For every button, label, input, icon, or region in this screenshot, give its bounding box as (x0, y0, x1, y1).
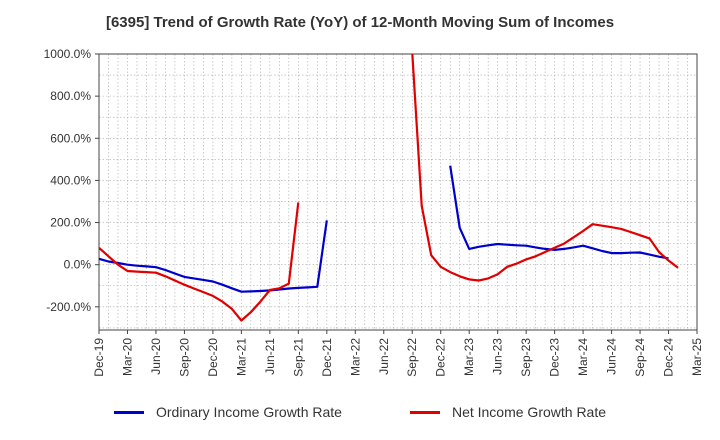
x-tick-label: Mar-21 (234, 338, 248, 376)
legend-swatch-net (409, 410, 440, 414)
x-tick-label: Dec-23 (548, 338, 562, 377)
y-tick-label: 1000.0% (44, 47, 92, 61)
chart-title: [6395] Trend of Growth Rate (YoY) of 12-… (105, 14, 615, 31)
y-tick-label: 400.0% (50, 173, 91, 187)
x-tick-label: Dec-21 (320, 338, 334, 377)
x-tick-label: Sep-24 (633, 338, 647, 377)
plot-frame (98, 53, 698, 331)
x-tick-label: Mar-20 (120, 338, 134, 376)
x-tick-label: Jun-22 (377, 338, 391, 375)
x-tick-label: Jun-24 (605, 338, 619, 375)
grid-lines (98, 53, 698, 330)
x-tick-label: Sep-23 (519, 338, 533, 377)
x-tick-label: Jun-23 (491, 338, 505, 375)
x-tick-label: Dec-22 (434, 338, 448, 377)
x-tick-label: Dec-19 (92, 338, 106, 377)
legend-label-ordinary: Ordinary Income Growth Rate (155, 404, 342, 420)
y-tick-label: 800.0% (50, 89, 91, 103)
x-tick-label: Jun-21 (263, 338, 277, 375)
y-tick-label: 0.0% (64, 258, 92, 272)
legend: Ordinary Income Growth Rate Net Income G… (0, 404, 720, 420)
y-tick-label: -200.0% (46, 300, 91, 314)
x-tick-label: Mar-24 (576, 338, 590, 376)
x-tick-label: Mar-25 (690, 338, 704, 376)
x-tick-label: Sep-20 (177, 338, 191, 377)
x-tick-label: Mar-22 (348, 338, 362, 376)
y-tick-label: 600.0% (50, 131, 91, 145)
legend-item-ordinary: Ordinary Income Growth Rate (113, 404, 342, 420)
x-tick-label: Sep-21 (291, 338, 305, 377)
x-tick-label: Jun-20 (149, 338, 163, 375)
series-line-ordinary-income (99, 220, 328, 293)
x-tick-label: Mar-23 (462, 338, 476, 376)
legend-swatch-ordinary (113, 410, 144, 414)
x-tick-label: Dec-20 (206, 338, 220, 377)
y-tick-label: 200.0% (50, 216, 91, 230)
series-line-net-income (99, 202, 300, 322)
x-tick-label: Dec-24 (662, 338, 676, 377)
series-lines (99, 54, 679, 322)
legend-label-net: Net Income Growth Rate (451, 404, 607, 420)
axes: -200.0% 0.0% 200.0% 400.0% 600.0% 800.0% 1000.… (44, 47, 704, 377)
series-line-net-income (411, 54, 679, 282)
legend-item-net: Net Income Growth Rate (409, 404, 607, 420)
series-line-ordinary-income (449, 165, 669, 260)
x-tick-label: Sep-22 (405, 338, 419, 377)
